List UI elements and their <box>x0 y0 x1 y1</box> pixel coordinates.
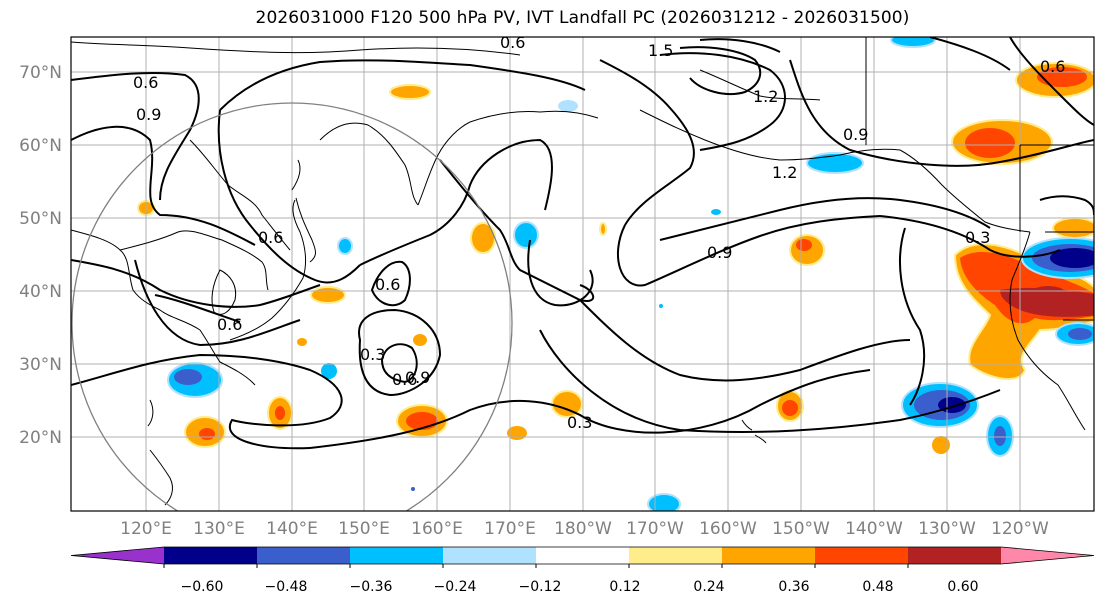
latitude-labels: 70°N 60°N 50°N 40°N 30°N 20°N <box>19 63 62 448</box>
contour-label: 1.2 <box>753 87 778 106</box>
contour-labels: 0.6 0.9 0.6 0.6 0.6 0.3 0.6 0.9 0.6 0.3 … <box>133 33 1065 432</box>
colorbar: −0.60 −0.48 −0.36 −0.24 −0.12 0.12 0.24 … <box>70 546 1095 595</box>
lon-label: 140°E <box>266 519 318 539</box>
colorbar-segment <box>71 547 164 564</box>
colorbar-tick-label: 0.36 <box>778 579 809 595</box>
lon-label: 160°W <box>699 519 757 539</box>
colorbar-tick-label: 0.24 <box>693 579 724 595</box>
colorbar-tick-label: −0.24 <box>434 579 477 595</box>
lon-label: 120°E <box>120 519 172 539</box>
colorbar-segment <box>350 547 444 564</box>
ivt-anomaly-fills <box>137 37 1094 511</box>
lat-label: 50°N <box>19 209 62 229</box>
longitude-labels: 120°E 130°E 140°E 150°E 160°E 170°E 180°… <box>120 519 1049 539</box>
map-title: 2026031000 F120 500 hPa PV, IVT Landfall… <box>255 8 910 28</box>
lon-label: 140°W <box>845 519 903 539</box>
contour-label: 0.3 <box>567 413 592 432</box>
map-border <box>70 36 1095 512</box>
colorbar-segment <box>908 547 1002 564</box>
colorbar-segment <box>1001 547 1094 564</box>
contour-label: 0.6 <box>217 315 242 334</box>
lon-label: 130°W <box>918 519 976 539</box>
radius-circle <box>71 102 513 511</box>
lon-label: 180°W <box>554 519 612 539</box>
lat-label: 70°N <box>19 63 62 83</box>
contour-label: 0.3 <box>360 345 385 364</box>
colorbar-segments <box>70 546 1095 565</box>
contour-label: 0.6 <box>392 370 417 389</box>
graticule <box>71 37 1094 511</box>
lat-label: 20°N <box>19 428 62 448</box>
contour-label: 1.2 <box>772 163 797 182</box>
contour-label: 0.3 <box>965 228 990 247</box>
colorbar-ticks: −0.60 −0.48 −0.36 −0.24 −0.12 0.12 0.24 … <box>163 564 979 595</box>
lat-label: 60°N <box>19 136 62 156</box>
contour-label: 0.6 <box>258 228 283 247</box>
lat-label: 30°N <box>19 355 62 375</box>
lon-label: 150°E <box>338 519 390 539</box>
colorbar-tick-label: −0.48 <box>265 579 308 595</box>
colorbar-tick-label: −0.12 <box>519 579 562 595</box>
colorbar-tick-label: −0.36 <box>350 579 393 595</box>
contour-label: 0.9 <box>405 368 430 387</box>
lon-label: 170°E <box>484 519 536 539</box>
colorbar-tick-label: −0.60 <box>181 579 224 595</box>
contour-label: 0.6 <box>375 275 400 294</box>
colorbar-tick-label: 0.48 <box>862 579 893 595</box>
lon-label: 130°E <box>193 519 245 539</box>
contour-label: 0.9 <box>136 105 161 124</box>
contour-label: 0.9 <box>707 243 732 262</box>
pv-contours <box>71 37 1094 450</box>
lon-label: 150°W <box>772 519 830 539</box>
lat-label: 40°N <box>19 282 62 302</box>
colorbar-segment <box>629 547 723 564</box>
contour-label: 0.6 <box>1040 57 1065 76</box>
contour-label: 1.5 <box>648 41 673 60</box>
colorbar-segment <box>722 547 816 564</box>
contour-label: 0.9 <box>843 125 868 144</box>
contour-label: 0.6 <box>133 73 158 92</box>
colorbar-tick-label: 0.60 <box>947 579 978 595</box>
colorbar-segment <box>257 547 351 564</box>
colorbar-segment <box>536 547 630 564</box>
colorbar-segment <box>164 547 258 564</box>
lon-label: 120°W <box>991 519 1049 539</box>
lon-label: 160°E <box>411 519 463 539</box>
colorbar-tick-label: 0.12 <box>609 579 640 595</box>
colorbar-segment <box>815 547 909 564</box>
colorbar-segment <box>443 547 537 564</box>
lon-label: 170°W <box>626 519 684 539</box>
contour-label: 0.6 <box>500 33 525 52</box>
